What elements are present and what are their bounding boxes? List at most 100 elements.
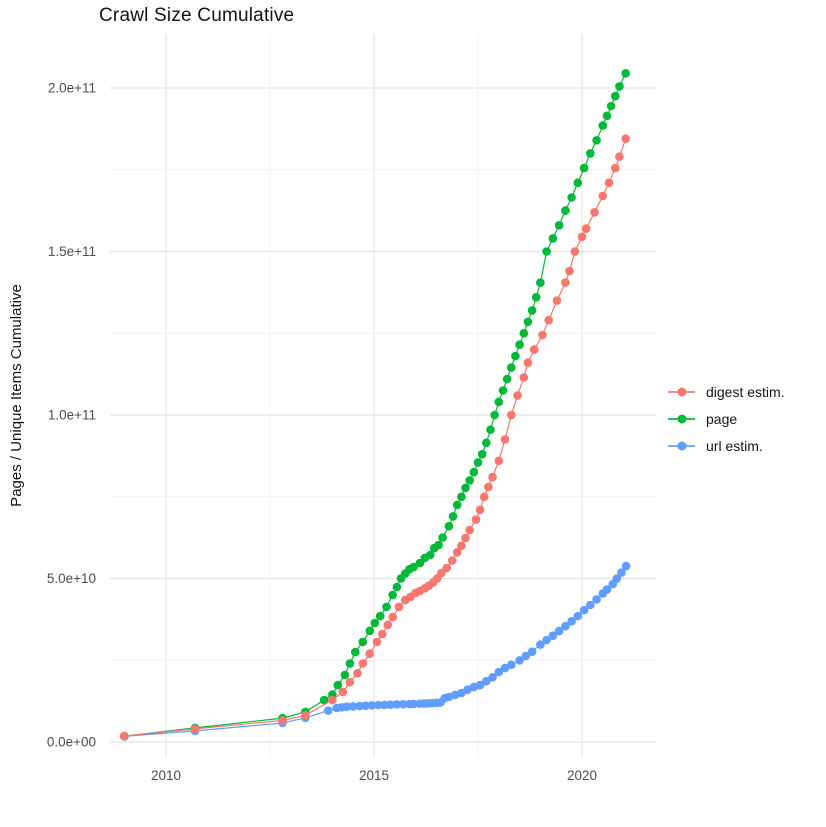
- data-point: [570, 247, 580, 256]
- data-point: [592, 595, 601, 604]
- data-point: [527, 306, 537, 315]
- data-point: [581, 224, 591, 233]
- data-point: [617, 568, 626, 577]
- data-point: [370, 618, 380, 628]
- data-point: [461, 533, 470, 543]
- data-point: [527, 647, 537, 656]
- x-tick-label: 2020: [567, 768, 597, 783]
- data-point: [469, 467, 479, 477]
- data-point: [577, 232, 587, 242]
- data-point: [507, 410, 516, 420]
- data-point: [612, 574, 622, 583]
- data-point: [333, 680, 343, 690]
- data-point: [507, 363, 516, 372]
- data-point: [425, 550, 435, 560]
- data-point: [444, 521, 454, 531]
- data-point: [521, 651, 531, 661]
- data-point: [434, 540, 443, 550]
- data-point: [380, 700, 389, 710]
- data-point: [301, 710, 310, 720]
- series-line: [124, 138, 627, 737]
- data-point: [475, 680, 485, 690]
- data-point: [621, 69, 630, 78]
- data-point: [494, 456, 504, 466]
- data-point: [340, 670, 350, 680]
- data-point: [372, 637, 382, 647]
- data-point: [565, 266, 574, 276]
- data-point: [523, 317, 533, 327]
- data-point: [471, 515, 481, 524]
- data-point: [604, 178, 614, 188]
- data-point: [561, 621, 570, 631]
- data-point: [409, 699, 418, 709]
- data-point: [602, 111, 612, 121]
- data-point: [375, 611, 385, 621]
- data-point: [319, 695, 329, 705]
- axis-tick-labels: 0.0e+00 5.0e+10 1.0e+11 1.5e+11 2.0e+11 2010 2…: [47, 81, 597, 784]
- data-point: [365, 626, 375, 636]
- data-point: [507, 660, 516, 670]
- data-point: [457, 541, 466, 551]
- data-point: [447, 556, 457, 565]
- legend-label: page: [706, 410, 738, 427]
- point-line-key-icon: [668, 386, 695, 397]
- data-point: [348, 702, 358, 711]
- data-point: [388, 612, 398, 622]
- data-point: [515, 340, 524, 350]
- data-point: [494, 397, 504, 407]
- data-point: [554, 626, 564, 636]
- data-point: [519, 373, 529, 382]
- data-point: [500, 435, 510, 444]
- data-point: [323, 706, 333, 715]
- legend-label: url estim.: [706, 437, 763, 454]
- series-line: [124, 565, 627, 737]
- data-point: [590, 208, 599, 217]
- data-point: [548, 631, 558, 640]
- data-point: [345, 677, 355, 687]
- data-point: [382, 602, 391, 612]
- legend: digest estim. page url estim.: [668, 378, 785, 459]
- y-tick-label: 5.0e+10: [47, 571, 96, 586]
- legend-item-page: page: [668, 405, 785, 432]
- data-point: [388, 590, 398, 600]
- data-point: [477, 449, 487, 459]
- data-point: [606, 101, 616, 111]
- series-digest-estim-: [120, 134, 630, 741]
- data-point: [542, 247, 551, 256]
- data-point: [488, 472, 497, 482]
- data-point: [358, 637, 368, 647]
- data-point: [383, 620, 393, 630]
- legend-item-url: url estim.: [668, 432, 785, 459]
- data-point: [494, 667, 504, 677]
- data-point: [611, 163, 620, 173]
- data-point: [598, 191, 608, 201]
- data-point: [579, 163, 589, 173]
- data-point: [386, 700, 395, 709]
- data-point: [442, 563, 452, 573]
- data-point: [473, 458, 483, 467]
- legend-label: digest estim.: [706, 383, 785, 400]
- data-point: [475, 505, 485, 515]
- data-point: [544, 315, 553, 325]
- data-point: [490, 410, 499, 420]
- data-point: [486, 425, 495, 435]
- data-point: [519, 329, 529, 338]
- data-point: [598, 121, 608, 130]
- legend-dot-icon: [677, 387, 686, 396]
- data-point: [511, 351, 520, 361]
- chart-title: Crawl Size Cumulative: [99, 5, 295, 26]
- data-point: [621, 134, 630, 143]
- data-point: [482, 438, 491, 448]
- data-point: [345, 659, 355, 668]
- data-point: [452, 548, 462, 557]
- data-point: [338, 687, 348, 697]
- data-point: [554, 221, 564, 230]
- data-point: [536, 278, 545, 287]
- data-point: [567, 193, 576, 202]
- data-point: [502, 374, 512, 384]
- x-tick-label: 2015: [359, 768, 389, 783]
- data-point: [328, 695, 337, 705]
- data-point: [398, 699, 408, 709]
